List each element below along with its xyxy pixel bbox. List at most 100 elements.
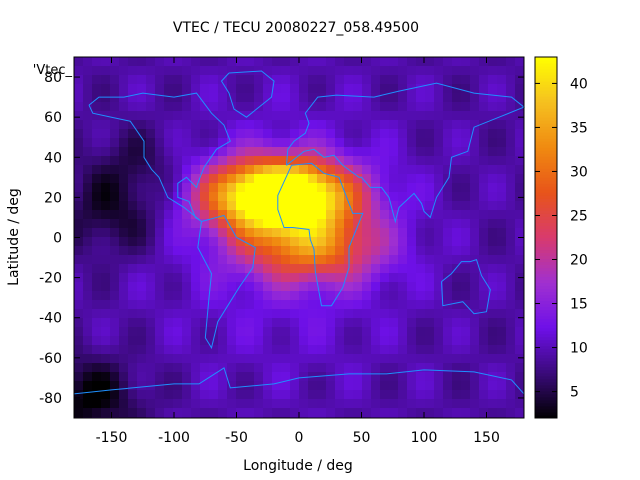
heatmap-cell (398, 291, 408, 301)
heatmap-cell (128, 147, 138, 157)
heatmap-cell (452, 399, 462, 409)
heatmap-cell (515, 264, 525, 274)
heatmap-cell (371, 300, 381, 310)
heatmap-cell (272, 318, 282, 328)
heatmap-cell (272, 390, 282, 400)
heatmap-cell (299, 75, 309, 85)
heatmap-cell (254, 390, 264, 400)
heatmap-cell (119, 246, 129, 256)
heatmap-cell (407, 138, 417, 148)
heatmap-cell (272, 84, 282, 94)
heatmap-cell (209, 309, 219, 319)
heatmap-cell (317, 282, 327, 292)
heatmap-cell (254, 138, 264, 148)
heatmap-cell (83, 228, 93, 238)
heatmap-cell (299, 219, 309, 229)
heatmap-cell (299, 237, 309, 247)
heatmap-cell (173, 111, 183, 121)
heatmap-cell (227, 183, 237, 193)
heatmap-cell (380, 156, 390, 166)
heatmap-cell (245, 174, 255, 184)
heatmap-cell (425, 75, 435, 85)
heatmap-cell (344, 336, 354, 346)
heatmap-cell (344, 390, 354, 400)
heatmap-cell (371, 345, 381, 355)
heatmap-cell (74, 309, 84, 319)
heatmap-cell (461, 201, 471, 211)
heatmap-cell (92, 399, 102, 409)
heatmap-cell (335, 390, 345, 400)
heatmap-cell (119, 237, 129, 247)
heatmap-cell (92, 255, 102, 265)
heatmap-cell (407, 183, 417, 193)
heatmap-cell (74, 75, 84, 85)
heatmap-cell (479, 345, 489, 355)
heatmap-cell (290, 120, 300, 130)
heatmap-cell (479, 75, 489, 85)
heatmap-cell (407, 390, 417, 400)
heatmap-cell (155, 264, 165, 274)
heatmap-cell (137, 390, 147, 400)
heatmap-cell (164, 372, 174, 382)
heatmap-cell (218, 354, 228, 364)
heatmap-cell (182, 273, 192, 283)
heatmap-cell (497, 237, 507, 247)
heatmap-cell (173, 336, 183, 346)
heatmap-cell (425, 237, 435, 247)
heatmap-cell (254, 219, 264, 229)
heatmap-cell (470, 390, 480, 400)
heatmap-cell (479, 102, 489, 112)
heatmap-cell (461, 183, 471, 193)
colorbar-segment (535, 84, 557, 88)
heatmap-cell (128, 129, 138, 139)
heatmap-cell (263, 246, 273, 256)
heatmap-cell (128, 57, 138, 67)
heatmap-cell (515, 327, 525, 337)
heatmap-cell (236, 228, 246, 238)
heatmap-cell (407, 381, 417, 391)
heatmap-cell (461, 156, 471, 166)
heatmap-cell (308, 66, 318, 76)
heatmap-cell (182, 336, 192, 346)
heatmap-cell (155, 201, 165, 211)
heatmap-cell (236, 282, 246, 292)
heatmap-cell (101, 264, 111, 274)
heatmap-cell (461, 408, 471, 418)
heatmap-cell (317, 165, 327, 175)
heatmap-cell (83, 57, 93, 67)
heatmap-cell (515, 192, 525, 202)
heatmap-cell (110, 210, 120, 220)
heatmap-cell (74, 210, 84, 220)
heatmap-cell (506, 327, 516, 337)
heatmap-cell (398, 219, 408, 229)
heatmap-cell (83, 291, 93, 301)
heatmap-cell (362, 156, 372, 166)
heatmap-cell (353, 66, 363, 76)
heatmap-cell (272, 210, 282, 220)
heatmap-cell (137, 318, 147, 328)
heatmap-cell (299, 192, 309, 202)
heatmap-cell (83, 66, 93, 76)
heatmap-cell (425, 219, 435, 229)
heatmap-cell (425, 381, 435, 391)
heatmap-cell (389, 273, 399, 283)
colorbar-segment (535, 162, 557, 166)
heatmap-cell (164, 210, 174, 220)
heatmap-cell (452, 309, 462, 319)
heatmap-cell (218, 318, 228, 328)
heatmap-cell (281, 84, 291, 94)
colorbar-segment (535, 348, 557, 353)
heatmap-cell (263, 327, 273, 337)
colorbar-segment (535, 351, 557, 356)
heatmap-cell (119, 129, 129, 139)
heatmap-cell (335, 201, 345, 211)
heatmap-cell (191, 246, 201, 256)
heatmap-cell (407, 75, 417, 85)
heatmap-cell (371, 156, 381, 166)
colorbar-segment (535, 246, 557, 251)
heatmap-cell (155, 300, 165, 310)
heatmap-cell (164, 327, 174, 337)
heatmap-cell (245, 75, 255, 85)
heatmap-cell (290, 165, 300, 175)
heatmap-cell (137, 381, 147, 391)
